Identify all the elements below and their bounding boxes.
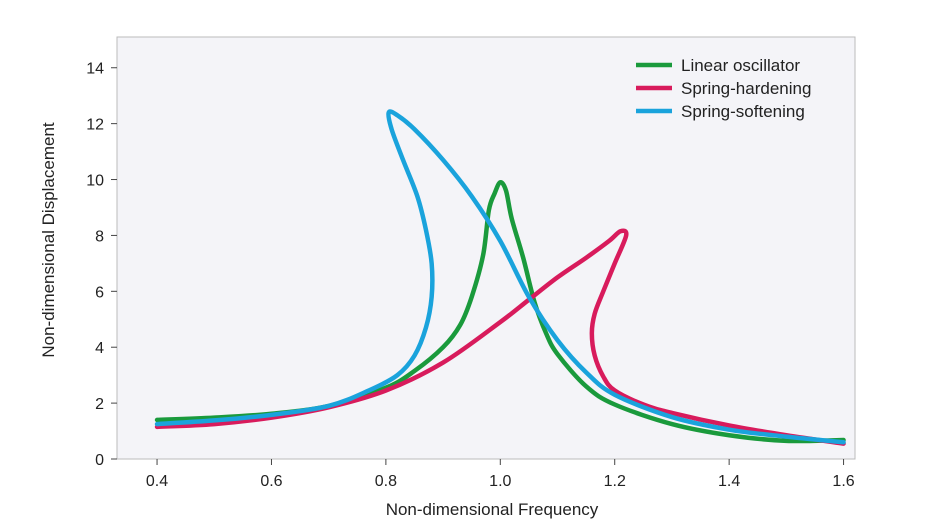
x-tick-label: 0.8 — [375, 473, 397, 490]
x-axis-title: Non-dimensional Frequency — [386, 500, 599, 519]
series-line-linear-oscillator — [154, 180, 846, 444]
legend-label-linear-oscillator: Linear oscillator — [681, 56, 800, 75]
legend-label-spring-softening: Spring-softening — [681, 102, 805, 121]
x-tick-label: 1.2 — [604, 473, 626, 490]
y-axis-title: Non-dimensional Displacement — [39, 122, 58, 358]
series-line-spring-hardening — [154, 228, 846, 446]
axes-layer: 0.4 0.6 0.8 1.0 1.2 1.4 1.6 0 2 4 6 8 10 12 14 — [86, 61, 855, 490]
series-line-spring-softening — [154, 109, 846, 445]
y-tick-label: 12 — [86, 117, 104, 134]
y-tick-label: 2 — [95, 396, 104, 413]
x-tick-label: 1.0 — [489, 473, 511, 490]
x-tick-label: 0.6 — [260, 473, 282, 490]
x-tick-label: 0.4 — [146, 473, 168, 490]
legend-label-spring-hardening: Spring-hardening — [681, 79, 811, 98]
series-layer — [154, 109, 846, 446]
y-tick-label: 4 — [95, 340, 104, 357]
y-tick-label: 14 — [86, 61, 104, 78]
y-tick-label: 0 — [95, 452, 104, 469]
legend: Linear oscillator Spring-hardening Spring-… — [636, 56, 811, 121]
x-tick-label: 1.4 — [718, 473, 740, 490]
x-tick-label: 1.6 — [832, 473, 854, 490]
y-tick-label: 8 — [95, 228, 104, 245]
y-tick-label: 6 — [95, 284, 104, 301]
y-tick-label: 10 — [86, 173, 104, 190]
